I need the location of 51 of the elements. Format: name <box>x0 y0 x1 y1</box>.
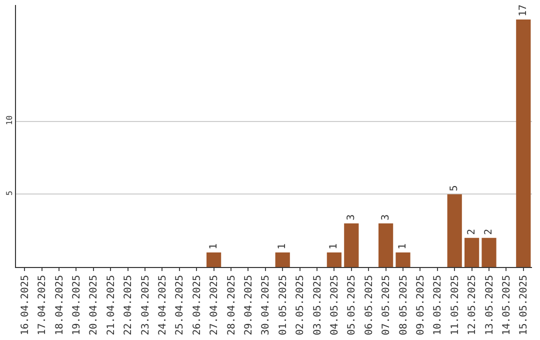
x-tick-label: 10.05.2025 <box>432 275 444 336</box>
x-tick-label: 01.05.2025 <box>278 275 289 336</box>
bar <box>206 252 222 267</box>
x-tick-label: 25.04.2025 <box>174 275 186 336</box>
data-label: 1 <box>328 243 340 250</box>
x-tick-label: 22.04.2025 <box>123 275 134 336</box>
x-tick-label: 17.04.2025 <box>37 275 48 336</box>
bar <box>447 194 462 267</box>
x-tick-label: 29.04.2025 <box>243 275 254 336</box>
x-tick-label: 14.05.2025 <box>501 275 512 336</box>
x-tick-label: 11.05.2025 <box>450 275 461 336</box>
x-tick-label: 02.05.2025 <box>295 275 306 336</box>
bar <box>344 223 359 267</box>
x-tick-label: 09.05.2025 <box>415 275 426 336</box>
x-tick-label: 06.05.2025 <box>364 275 375 336</box>
x-tick-label: 07.05.2025 <box>381 275 392 336</box>
bar <box>516 20 531 267</box>
data-label: 2 <box>484 228 494 235</box>
data-label: 5 <box>449 185 460 192</box>
x-tick-label: 03.05.2025 <box>312 275 324 336</box>
x-tick-label: 16.04.2025 <box>20 275 31 336</box>
x-tick-label: 13.05.2025 <box>484 275 496 336</box>
x-tick-label: 21.04.2025 <box>106 275 117 336</box>
x-tick-label: 12.05.2025 <box>467 275 478 336</box>
x-tick-label: 19.04.2025 <box>71 275 82 336</box>
x-tick-label: 08.05.2025 <box>398 275 410 336</box>
x-tick-label: 04.05.2025 <box>329 275 340 336</box>
bar <box>378 223 394 267</box>
x-tick-label: 20.04.2025 <box>88 275 100 336</box>
x-tick-label: 30.04.2025 <box>260 275 272 336</box>
data-label: 3 <box>380 214 392 220</box>
data-label: 1 <box>208 243 220 250</box>
bar <box>396 252 410 267</box>
bar <box>275 252 290 267</box>
x-tick-label: 28.04.2025 <box>226 275 238 336</box>
x-tick-label: 23.04.2025 <box>140 275 152 336</box>
data-label: 2 <box>466 228 478 235</box>
x-tick-label: 26.04.2025 <box>192 275 203 336</box>
data-label: 1 <box>398 243 408 250</box>
x-tick-label: 05.05.2025 <box>346 275 358 336</box>
data-label: 17 <box>518 4 529 17</box>
data-label: 3 <box>346 214 357 220</box>
x-tick-label: 27.04.2025 <box>209 275 220 336</box>
bar <box>326 252 342 267</box>
bar <box>464 238 480 267</box>
x-tick-label: 24.04.2025 <box>157 275 168 336</box>
data-label: 1 <box>277 243 288 250</box>
x-tick-label: 15.05.2025 <box>518 275 530 336</box>
y-tick-label: 10 <box>4 115 14 126</box>
x-tick-label: 18.04.2025 <box>54 275 66 336</box>
bar <box>482 238 496 267</box>
